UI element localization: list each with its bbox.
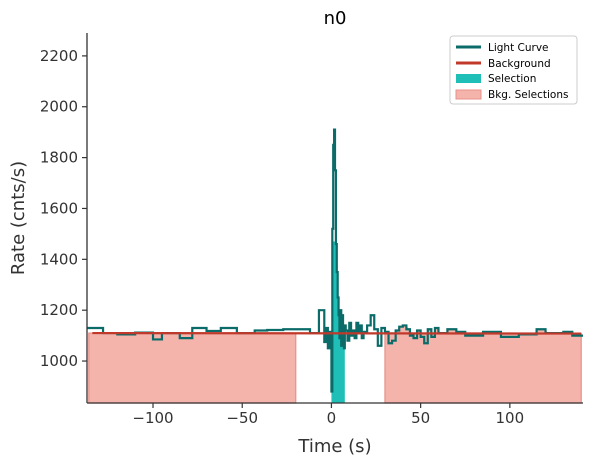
y-tick-label: 2200: [40, 47, 78, 65]
legend-selection-label: Selection: [488, 73, 536, 85]
y-axis-label: Rate (cnts/s): [8, 161, 29, 275]
x-tick-label: 100: [496, 409, 525, 427]
legend-bkg-selections-label: Bkg. Selections: [488, 89, 568, 101]
legend: Light Curve Background Selection Bkg. Se…: [449, 35, 578, 105]
x-axis-label: Time (s): [297, 436, 371, 457]
axes: −100 −50 0 50 100 1000 1200 1400 1600 1800 2000 220…: [40, 33, 583, 427]
y-tick-label: 1000: [40, 352, 78, 370]
legend-selection-swatch: [456, 74, 481, 83]
y-tick-label: 1600: [40, 199, 78, 217]
plot-area: [87, 128, 583, 404]
legend-box: [449, 35, 578, 105]
background-series: [92, 331, 582, 335]
legend-background-label: Background: [488, 58, 551, 70]
y-tick-label: 1400: [40, 250, 78, 268]
y-tick-label: 1800: [40, 149, 78, 167]
x-tick-label: 50: [411, 409, 430, 427]
y-tick-label: 2000: [40, 98, 78, 116]
x-tick-label: −50: [226, 409, 258, 427]
bkg-selection-region: [88, 332, 297, 404]
legend-light-curve-label: Light Curve: [488, 42, 549, 54]
legend-bkg-selections-swatch: [455, 89, 482, 100]
x-tick-label: 0: [327, 409, 337, 427]
source-selection-region: [331, 241, 345, 403]
x-tick-label: −100: [132, 409, 173, 427]
y-tick-label: 1200: [40, 301, 78, 319]
light-curve-series: [87, 128, 583, 393]
chart-title: n0: [324, 8, 347, 29]
